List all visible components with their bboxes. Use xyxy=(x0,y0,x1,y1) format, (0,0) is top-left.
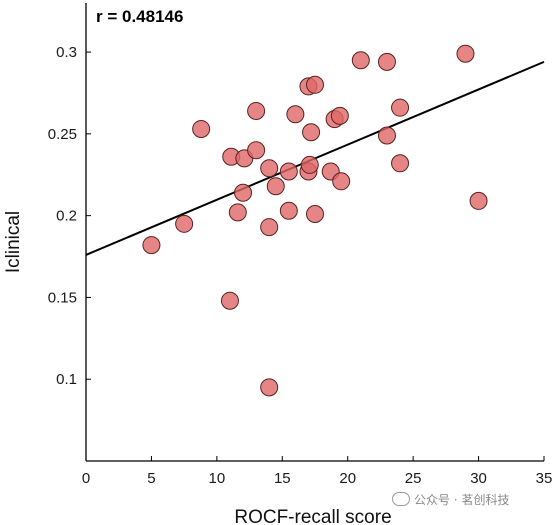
data-point xyxy=(469,191,488,210)
data-point xyxy=(330,106,349,125)
data-point xyxy=(332,172,351,191)
data-point xyxy=(302,123,321,142)
x-tick-label: 25 xyxy=(405,470,422,487)
correlation-annotation: r = 0.48146 xyxy=(96,7,183,26)
data-point xyxy=(192,119,211,138)
data-points xyxy=(142,44,488,397)
data-point xyxy=(286,105,305,124)
data-point xyxy=(456,44,475,63)
y-tick-label: 0.3 xyxy=(56,44,77,61)
data-point xyxy=(266,177,285,196)
data-point xyxy=(260,159,279,178)
data-point xyxy=(142,236,161,255)
y-tick-label: 0.2 xyxy=(56,208,77,225)
ticks: 0 5 10 15 20 25 30 35 0.1 0.15 0.2 0.25 0.3 xyxy=(48,44,553,487)
data-point xyxy=(228,203,247,222)
data-point xyxy=(351,51,370,70)
data-point xyxy=(279,162,298,181)
data-point xyxy=(260,378,279,397)
x-tick-label: 20 xyxy=(339,470,356,487)
data-point xyxy=(234,183,253,202)
data-point xyxy=(220,291,239,310)
x-tick-label: 15 xyxy=(274,470,291,487)
watermark: 公众号 · 茗创科技 xyxy=(392,491,509,508)
x-tick-label: 5 xyxy=(147,470,155,487)
axes xyxy=(85,3,544,462)
data-point xyxy=(175,214,194,233)
y-tick-label: 0.25 xyxy=(48,126,77,143)
data-point xyxy=(391,98,410,117)
data-point xyxy=(247,101,266,120)
wechat-icon xyxy=(392,492,410,506)
data-point xyxy=(300,155,319,174)
data-point xyxy=(279,201,298,220)
data-point xyxy=(377,52,396,71)
x-tick-label: 10 xyxy=(209,470,226,487)
data-point xyxy=(391,154,410,173)
x-tick-label: 30 xyxy=(470,470,487,487)
y-axis-title: Iclinical xyxy=(3,211,24,273)
data-point xyxy=(377,126,396,145)
x-tick-label: 35 xyxy=(536,470,553,487)
data-point xyxy=(247,141,266,160)
x-tick-label: 0 xyxy=(82,470,90,487)
data-point xyxy=(260,218,279,237)
watermark-text: 公众号 · 茗创科技 xyxy=(414,493,510,507)
x-axis-title: ROCF-recall score xyxy=(234,507,391,525)
data-point xyxy=(306,75,324,94)
data-point xyxy=(306,205,324,224)
y-tick-label: 0.1 xyxy=(56,371,77,388)
y-tick-label: 0.15 xyxy=(48,289,77,306)
